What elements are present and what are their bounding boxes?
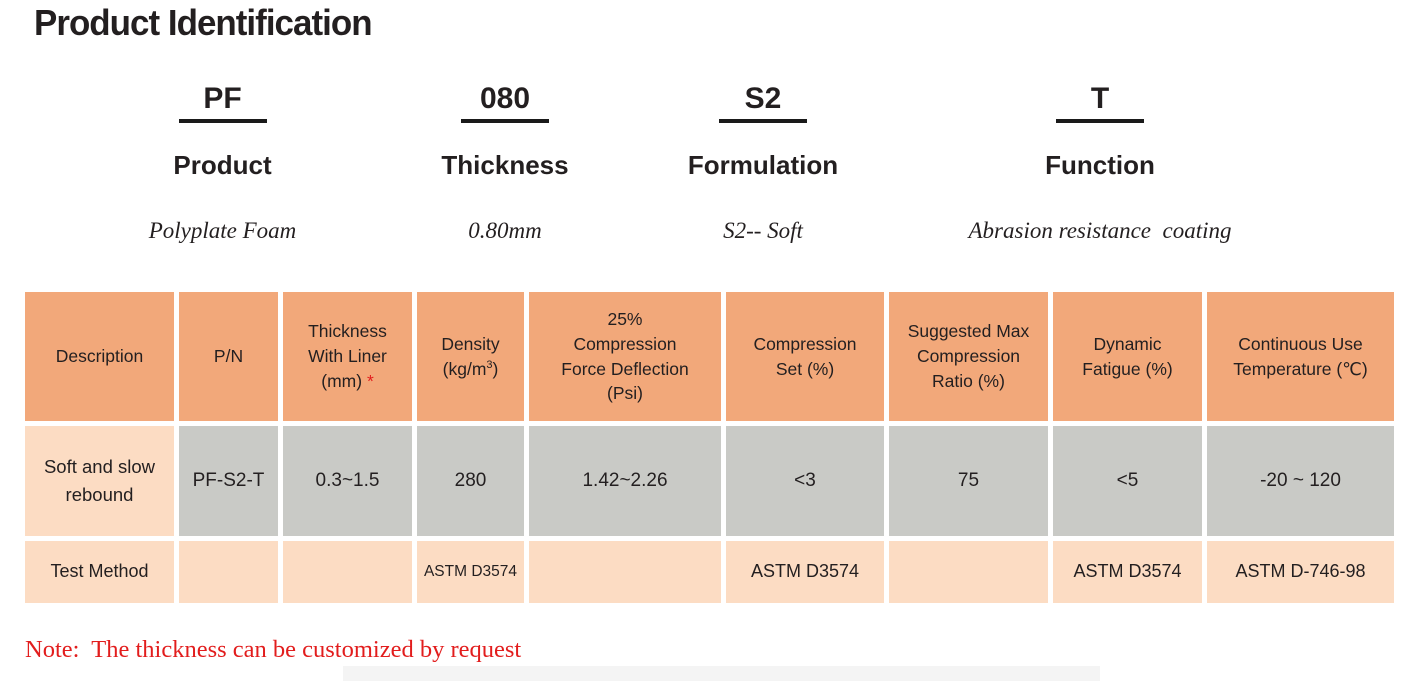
header-line: Set (%) xyxy=(775,358,835,379)
cell-test-method-temperature: ASTM D-746-98 xyxy=(1207,541,1394,603)
header-thickness-with-liner: Thickness With Liner (mm) * xyxy=(283,292,412,421)
code-label-thickness: Thickness xyxy=(441,150,569,180)
cell-pn-value: PF-S2-T xyxy=(179,426,278,536)
code-value-thickness: 080 xyxy=(479,82,531,115)
header-line: (Psi) xyxy=(607,383,643,404)
header-line: Continuous Use xyxy=(1238,333,1363,354)
header-line: Fatigue (%) xyxy=(1082,358,1173,379)
header-line: 25% xyxy=(607,308,643,329)
code-meaning-thickness: 0.80mm xyxy=(468,218,542,243)
code-meaning-formulation: S2-- Soft xyxy=(723,218,803,243)
cell-test-method-empty xyxy=(889,541,1048,603)
cell-test-method-label: Test Method xyxy=(25,541,174,603)
partial-next-section xyxy=(343,666,1100,681)
header-pn: P/N xyxy=(179,292,278,421)
code-underline xyxy=(178,119,267,123)
code-meaning-product: Polyplate Foam xyxy=(148,218,297,243)
code-label-product: Product xyxy=(173,150,272,180)
header-line: Ratio (%) xyxy=(932,370,1005,391)
page-title: Product Identification xyxy=(34,2,373,43)
cell-test-method-compression-set: ASTM D3574 xyxy=(726,541,884,603)
header-line: Temperature (℃) xyxy=(1233,358,1368,379)
cell-cfd-value: 1.42~2.26 xyxy=(529,426,721,536)
header-line: Suggested Max xyxy=(907,321,1030,342)
code-value-product: PF xyxy=(203,82,242,115)
code-meaning-function: Abrasion resistance coating xyxy=(968,218,1232,243)
thickness-note: Note: The thickness can be customized by… xyxy=(25,636,522,663)
header-compression-set: Compression Set (%) xyxy=(726,292,884,421)
cell-description-value: Soft and slow rebound xyxy=(25,426,174,536)
header-line: Thickness xyxy=(308,321,387,342)
header-line: Density xyxy=(441,333,500,354)
cell-test-method-empty xyxy=(529,541,721,603)
cell-test-method-empty xyxy=(179,541,278,603)
cell-test-method-empty xyxy=(283,541,412,603)
header-density: Density (kg/m3) xyxy=(417,292,524,421)
header-line: Compression xyxy=(916,346,1021,367)
code-group-function: T Function Abrasion resistance coating xyxy=(890,82,1310,244)
required-asterisk: * xyxy=(366,370,374,391)
header-continuous-use-temperature: Continuous Use Temperature (℃) xyxy=(1207,292,1394,421)
header-line: Compression xyxy=(573,333,677,354)
code-underline xyxy=(719,119,807,123)
header-dynamic-fatigue: Dynamic Fatigue (%) xyxy=(1053,292,1202,421)
header-compression-force-deflection: 25% Compression Force Deflection (Psi) xyxy=(529,292,721,421)
code-group-thickness: 080 Thickness 0.80mm xyxy=(385,82,625,244)
header-description: Description xyxy=(25,292,174,421)
header-line: (kg/m3) xyxy=(442,358,499,379)
code-value-formulation: S2 xyxy=(744,82,782,115)
cell-thickness-value: 0.3~1.5 xyxy=(283,426,412,536)
code-underline xyxy=(1056,119,1144,123)
cell-max-compression-ratio-value: 75 xyxy=(889,426,1048,536)
code-underline xyxy=(461,119,549,123)
code-value-function: T xyxy=(1090,82,1110,115)
code-group-product: PF Product Polyplate Foam xyxy=(110,82,335,244)
header-line: Dynamic xyxy=(1093,333,1162,354)
cell-density-value: 280 xyxy=(417,426,524,536)
cell-temperature-value: -20 ~ 120 xyxy=(1207,426,1394,536)
cell-test-method-density: ASTM D3574 xyxy=(417,541,524,603)
product-code-breakdown: PF Product Polyplate Foam 080 Thickness … xyxy=(0,82,1417,272)
cell-dynamic-fatigue-value: <5 xyxy=(1053,426,1202,536)
header-line: Compression xyxy=(753,333,857,354)
header-suggested-max-compression-ratio: Suggested Max Compression Ratio (%) xyxy=(889,292,1048,421)
code-label-formulation: Formulation xyxy=(687,150,839,180)
header-line: Force Deflection xyxy=(561,358,689,379)
spec-table: Description P/N Thickness With Liner (mm… xyxy=(25,292,1394,603)
code-label-function: Function xyxy=(1045,150,1155,180)
header-line: (mm) * xyxy=(321,370,374,391)
cell-compression-set-value: <3 xyxy=(726,426,884,536)
cell-test-method-dynamic-fatigue: ASTM D3574 xyxy=(1053,541,1202,603)
code-group-formulation: S2 Formulation S2-- Soft xyxy=(645,82,881,244)
header-line: With Liner xyxy=(308,346,387,367)
